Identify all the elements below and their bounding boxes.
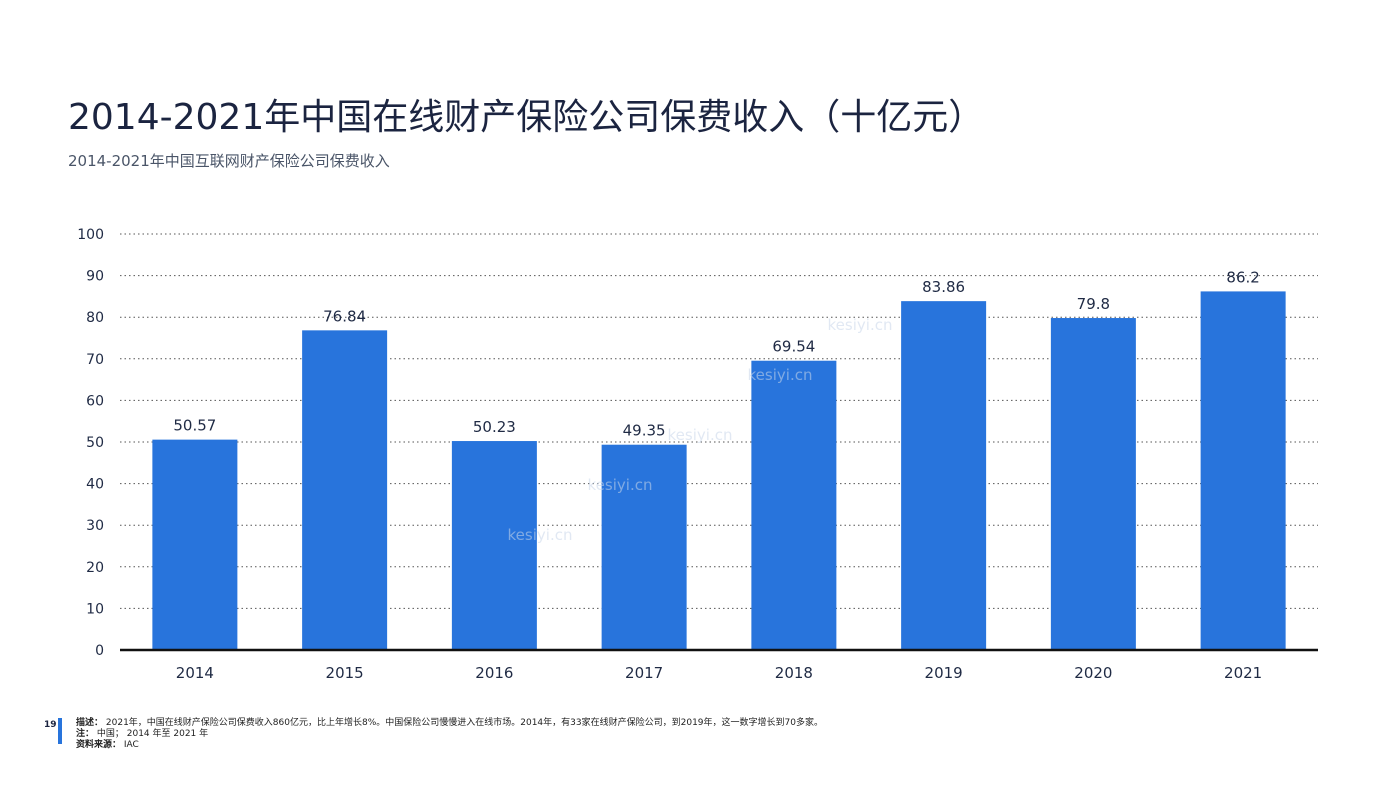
watermark-text: kesiyi.cn xyxy=(828,316,893,334)
data-label: 49.35 xyxy=(623,422,666,440)
watermark-text: kesiyi.cn xyxy=(588,476,653,494)
bar xyxy=(152,439,238,650)
x-tick-label: 2014 xyxy=(176,664,214,682)
source-text: IAC xyxy=(123,740,139,750)
x-tick-label: 2016 xyxy=(475,664,513,682)
y-tick-label: 30 xyxy=(86,518,104,534)
data-label: 50.57 xyxy=(173,417,216,435)
note-label: 注： xyxy=(76,729,95,739)
y-tick-label: 70 xyxy=(86,352,104,368)
y-tick-label: 10 xyxy=(86,601,104,617)
data-label: 50.23 xyxy=(473,418,516,436)
watermark-text: kesiyi.cn xyxy=(748,366,813,384)
x-tick-label: 2021 xyxy=(1224,664,1262,682)
footer-note: 注： 中国； 2014 年至 2021 年 xyxy=(76,729,823,740)
page-subtitle: 2014-2021年中国互联网财产保险公司保费收入 xyxy=(68,152,390,170)
watermark-text: kesiyi.cn xyxy=(508,526,573,544)
y-tick-label: 90 xyxy=(86,269,104,285)
y-tick-label: 50 xyxy=(86,435,104,451)
data-label: 83.86 xyxy=(922,278,965,296)
note-text: 中国； 2014 年至 2021 年 xyxy=(96,729,209,739)
watermark-text: kesiyi.cn xyxy=(668,426,733,444)
bar xyxy=(751,360,837,650)
footer-source: 资料来源： IAC xyxy=(76,740,823,751)
page-title: 2014-2021年中国在线财产保险公司保费收入（十亿元） xyxy=(68,97,985,138)
y-tick-label: 0 xyxy=(95,643,104,659)
description-label: 描述： xyxy=(76,718,104,728)
x-tick-label: 2015 xyxy=(326,664,364,682)
y-tick-label: 40 xyxy=(86,477,104,493)
bar xyxy=(601,444,687,650)
y-tick-label: 80 xyxy=(86,310,104,326)
source-label: 资料来源： xyxy=(76,740,122,750)
x-tick-label: 2019 xyxy=(925,664,963,682)
y-tick-label: 60 xyxy=(86,393,104,409)
y-tick-label: 100 xyxy=(77,227,104,243)
bar xyxy=(302,330,388,650)
footer-description: 描述： 2021年，中国在线财产保险公司保费收入860亿元，比上年增长8%。中国… xyxy=(76,718,823,729)
bar xyxy=(901,301,987,650)
page-number: 19 xyxy=(44,720,57,730)
data-label: 79.8 xyxy=(1077,295,1110,313)
bar xyxy=(1050,318,1136,650)
data-label: 69.54 xyxy=(772,338,815,356)
x-tick-label: 2020 xyxy=(1074,664,1112,682)
data-label: 86.2 xyxy=(1226,268,1259,286)
footer-accent-bar xyxy=(58,718,62,744)
bar xyxy=(451,441,537,650)
data-label: 76.84 xyxy=(323,307,366,325)
description-text: 2021年，中国在线财产保险公司保费收入860亿元，比上年增长8%。中国保险公司… xyxy=(105,718,823,728)
y-tick-label: 20 xyxy=(86,560,104,576)
x-tick-label: 2017 xyxy=(625,664,663,682)
bar xyxy=(1200,291,1286,650)
x-tick-label: 2018 xyxy=(775,664,813,682)
